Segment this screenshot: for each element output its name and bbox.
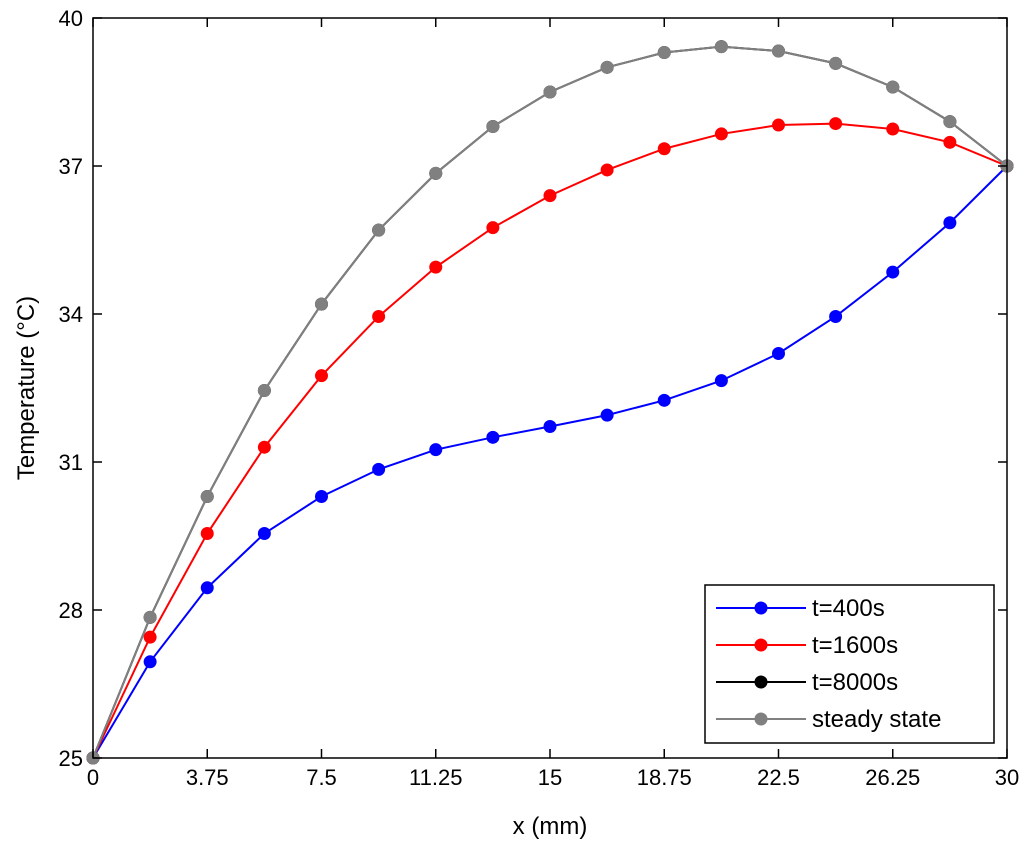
x-tick-label: 18.75 <box>637 765 692 790</box>
data-point-t-1600s <box>886 122 900 136</box>
data-point-steady-state <box>543 85 557 99</box>
data-point-t-1600s <box>657 142 671 156</box>
data-point-t-1600s <box>714 127 728 141</box>
data-point-t-400s <box>829 309 843 323</box>
data-point-t-400s <box>657 393 671 407</box>
data-point-steady-state <box>714 40 728 54</box>
data-point-steady-state <box>600 60 614 74</box>
legend: t=400s t=1600s t=8000s steady state <box>704 584 995 744</box>
y-tick-label: 34 <box>59 302 83 327</box>
data-point-steady-state <box>829 56 843 70</box>
x-tick-label: 3.75 <box>186 765 229 790</box>
data-point-steady-state <box>886 80 900 94</box>
y-tick-label: 28 <box>59 598 83 623</box>
data-point-steady-state <box>143 610 157 624</box>
legend-swatch-marker <box>754 675 768 689</box>
legend-label: t=400s <box>812 595 885 622</box>
data-point-steady-state <box>429 166 443 180</box>
data-point-t-400s <box>315 490 328 504</box>
data-point-steady-state <box>943 115 957 129</box>
data-point-t-400s <box>257 527 271 541</box>
data-point-t-1600s <box>829 117 843 131</box>
data-point-t-400s <box>600 408 614 422</box>
x-tick-label: 22.5 <box>757 765 800 790</box>
data-point-steady-state <box>315 297 328 311</box>
data-point-t-1600s <box>315 369 328 383</box>
data-point-t-1600s <box>486 221 500 235</box>
x-tick-label: 11.25 <box>409 765 462 790</box>
data-point-steady-state <box>657 46 671 60</box>
legend-entry-t-8000s: t=8000s <box>716 669 898 696</box>
series-steady-state <box>86 40 1014 765</box>
legend-swatch-marker <box>754 601 768 615</box>
x-tick-label: 7.5 <box>306 765 337 790</box>
legend-entry-t-400s: t=400s <box>716 595 885 622</box>
legend-swatch-marker <box>754 638 768 652</box>
data-point-t-1600s <box>200 527 214 541</box>
x-axis-title: x (mm) <box>513 813 588 840</box>
data-point-t-1600s <box>143 630 157 644</box>
data-point-steady-state <box>486 120 500 134</box>
y-tick-label: 31 <box>59 450 83 475</box>
legend-entry-steady-state: steady state <box>716 706 941 733</box>
data-point-t-400s <box>714 374 728 388</box>
legend-box <box>704 584 995 744</box>
x-tick-label: 30 <box>995 765 1019 790</box>
data-point-steady-state <box>200 490 214 504</box>
data-point-steady-state <box>372 223 386 237</box>
data-point-t-400s <box>200 581 214 595</box>
data-point-t-400s <box>486 430 500 444</box>
data-point-t-1600s <box>372 309 386 323</box>
data-point-t-1600s <box>429 260 443 274</box>
data-point-t-400s <box>429 443 443 457</box>
y-tick-label: 37 <box>59 154 83 179</box>
legend-label: steady state <box>812 706 941 733</box>
y-tick-label: 25 <box>59 746 83 771</box>
y-axis-title: Temperature (°C) <box>13 296 40 480</box>
data-point-t-1600s <box>772 118 785 132</box>
legend-entry-t-1600s: t=1600s <box>716 632 898 659</box>
legend-swatch-marker <box>754 712 768 726</box>
legend-label: t=1600s <box>812 632 898 659</box>
data-point-t-400s <box>886 265 900 279</box>
plot-area <box>86 40 1014 765</box>
x-tick-label: 15 <box>538 765 562 790</box>
data-point-steady-state <box>772 44 785 58</box>
data-point-t-1600s <box>257 440 271 454</box>
x-tick-label: 0 <box>87 765 99 790</box>
data-point-t-400s <box>372 462 386 476</box>
y-tick-label: 40 <box>59 6 83 31</box>
series-t-400s <box>86 159 1014 765</box>
legend-label: t=8000s <box>812 669 898 696</box>
data-point-t-400s <box>543 419 557 433</box>
data-point-t-400s <box>772 346 785 360</box>
data-point-t-400s <box>943 216 957 230</box>
data-point-t-1600s <box>543 189 557 203</box>
data-point-t-1600s <box>600 163 614 177</box>
data-point-steady-state <box>257 383 271 397</box>
data-point-t-400s <box>143 655 157 669</box>
axis-ticks <box>92 17 1008 759</box>
data-point-t-1600s <box>943 135 957 149</box>
axis-tick-labels: 0 3.75 7.5 11.25 15 18.75 22.5 26.25 30 25 28 31 34 3… <box>59 6 1020 790</box>
x-tick-label: 26.25 <box>865 765 920 790</box>
